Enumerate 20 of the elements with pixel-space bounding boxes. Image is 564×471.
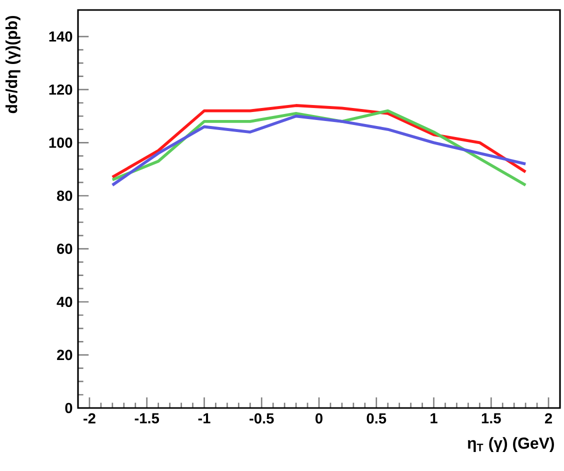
x-tick-label: 2: [544, 413, 552, 424]
x-axis-title: η$_{T}$ (γ) (GeV): [468, 437, 554, 452]
x-tick-label: 0: [316, 413, 322, 424]
x-tick-label: -1.5: [134, 413, 160, 424]
y-tick-label: 80: [56, 190, 72, 201]
x-tick-label: -2: [84, 413, 96, 424]
x-tick-label: 1: [430, 413, 438, 424]
y-tick-label: 100: [49, 138, 72, 148]
x-tick-label: 1.5: [482, 413, 501, 424]
line-series: [110, 104, 528, 179]
y-tick-label: 140: [49, 31, 72, 42]
y-axis-title: dσ/dη (γ)(pb): [6, 16, 20, 114]
y-tick-label: 20: [57, 350, 72, 360]
x-tick-label: -0.5: [250, 413, 274, 424]
y-tick-label: 120: [49, 84, 72, 95]
y-tick-label: 40: [56, 296, 72, 308]
y-tick-label: 60: [57, 244, 72, 254]
x-tick-label: 0.5: [366, 413, 386, 424]
y-tick-label: 0: [65, 402, 72, 414]
x-tick-label: -1: [198, 413, 210, 424]
